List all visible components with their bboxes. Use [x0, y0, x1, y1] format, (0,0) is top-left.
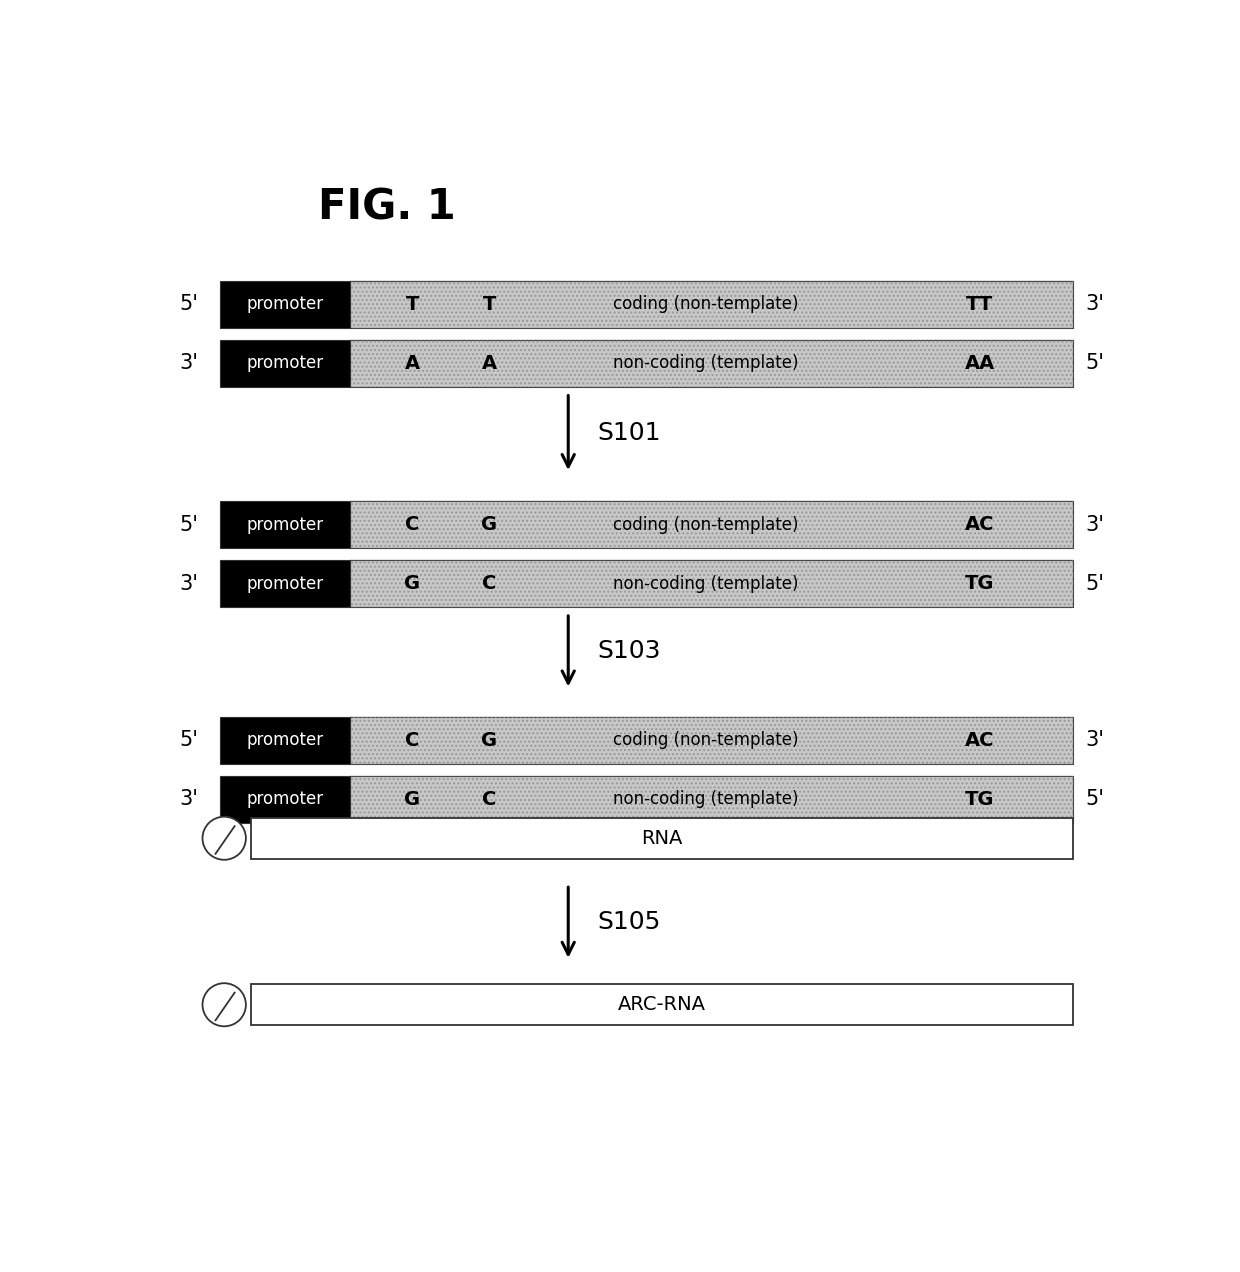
Text: 3': 3'	[180, 354, 198, 373]
Text: coding (non-template): coding (non-template)	[613, 295, 799, 313]
Text: G: G	[404, 790, 420, 809]
Text: 3': 3'	[1085, 515, 1105, 534]
Text: FIG. 1: FIG. 1	[319, 187, 456, 229]
Bar	[221, 717, 350, 763]
Text: T: T	[482, 295, 496, 314]
Text: G: G	[404, 574, 420, 593]
Text: G: G	[481, 515, 497, 534]
Text: T: T	[405, 295, 419, 314]
Bar	[350, 560, 1073, 607]
Bar	[350, 281, 1073, 328]
Text: AC: AC	[965, 515, 994, 534]
Text: coding (non-template): coding (non-template)	[613, 516, 799, 534]
Bar	[350, 501, 1073, 548]
Text: S105: S105	[596, 911, 661, 935]
Bar	[221, 501, 350, 548]
Bar	[350, 717, 1073, 763]
Text: 5': 5'	[1085, 574, 1105, 594]
Bar	[350, 776, 1073, 823]
Bar	[221, 281, 350, 328]
Text: 3': 3'	[1085, 730, 1105, 750]
Text: promoter: promoter	[247, 731, 324, 749]
Text: C: C	[482, 790, 496, 809]
Text: 5': 5'	[180, 294, 198, 314]
Bar	[250, 985, 1073, 1025]
Text: G: G	[481, 731, 497, 749]
Text: 3': 3'	[180, 789, 198, 809]
Text: ARC-RNA: ARC-RNA	[618, 995, 706, 1014]
Bar	[350, 717, 1073, 763]
Text: S101: S101	[596, 421, 661, 445]
Bar	[221, 560, 350, 607]
Text: A: A	[405, 354, 420, 373]
Bar	[350, 340, 1073, 387]
Bar	[350, 776, 1073, 823]
Text: C: C	[482, 574, 496, 593]
Text: 5': 5'	[180, 515, 198, 534]
Bar	[350, 340, 1073, 387]
Bar	[350, 501, 1073, 548]
Text: C: C	[405, 731, 419, 749]
Bar	[350, 281, 1073, 328]
Text: 5': 5'	[1085, 354, 1105, 373]
Text: S103: S103	[596, 639, 661, 663]
Text: non-coding (template): non-coding (template)	[613, 354, 799, 373]
Ellipse shape	[202, 983, 246, 1027]
Text: non-coding (template): non-coding (template)	[613, 790, 799, 808]
Text: coding (non-template): coding (non-template)	[613, 731, 799, 749]
Text: promoter: promoter	[247, 575, 324, 593]
Bar	[350, 560, 1073, 607]
Text: promoter: promoter	[247, 295, 324, 313]
Text: A: A	[482, 354, 497, 373]
Bar	[221, 340, 350, 387]
Text: 5': 5'	[1085, 789, 1105, 809]
Text: 5': 5'	[180, 730, 198, 750]
Bar	[221, 776, 350, 823]
Text: 3': 3'	[180, 574, 198, 594]
Text: RNA: RNA	[641, 829, 682, 847]
Text: AC: AC	[965, 731, 994, 749]
Text: non-coding (template): non-coding (template)	[613, 575, 799, 593]
Text: C: C	[405, 515, 419, 534]
Text: AA: AA	[965, 354, 994, 373]
Text: TT: TT	[966, 295, 993, 314]
Text: TG: TG	[965, 790, 994, 809]
Text: 3': 3'	[1085, 294, 1105, 314]
Text: promoter: promoter	[247, 790, 324, 808]
Text: TG: TG	[965, 574, 994, 593]
Text: promoter: promoter	[247, 516, 324, 534]
Text: promoter: promoter	[247, 354, 324, 373]
Ellipse shape	[202, 817, 246, 860]
Bar	[250, 818, 1073, 859]
